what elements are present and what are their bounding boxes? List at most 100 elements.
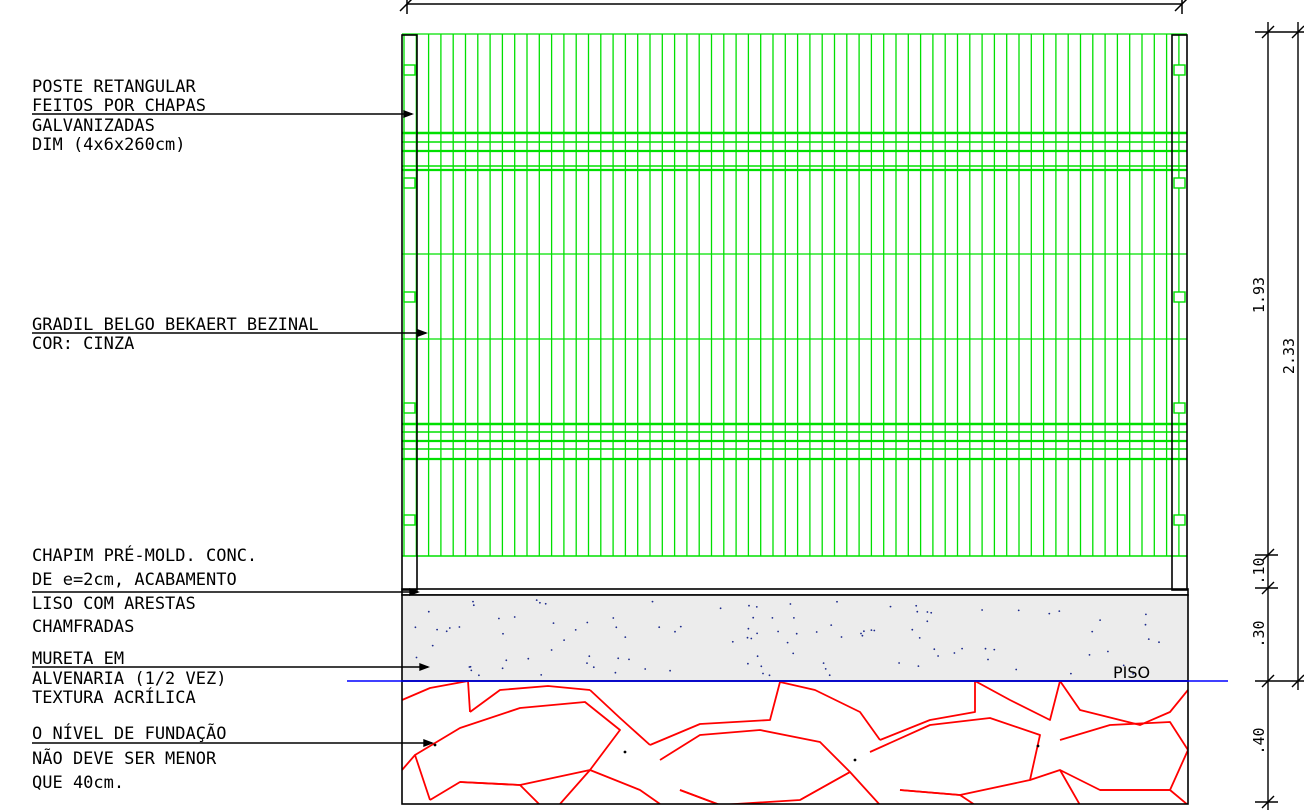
foundation-stone bbox=[899, 789, 976, 804]
post-clip bbox=[1173, 177, 1186, 189]
texture-dot bbox=[502, 632, 504, 635]
foundation-dot bbox=[433, 743, 437, 747]
chapim-line-2: DE e=2cm, ACABAMENTO bbox=[32, 570, 237, 590]
foundation-dot bbox=[623, 750, 627, 754]
texture-dot bbox=[768, 674, 771, 677]
foundation-stone bbox=[799, 771, 881, 804]
texture-dot bbox=[987, 658, 989, 661]
texture-dot bbox=[1088, 654, 1091, 656]
texture-dot bbox=[786, 641, 789, 644]
poste-line-2: FEITOS POR CHAPAS bbox=[32, 96, 206, 116]
texture-dot bbox=[427, 610, 430, 613]
texture-dot bbox=[777, 630, 779, 633]
texture-dot bbox=[535, 599, 538, 601]
texture-dot bbox=[614, 671, 617, 674]
dim-mureta: .30 bbox=[1250, 620, 1268, 647]
foundation-stone bbox=[1029, 769, 1081, 804]
foundation-stone bbox=[659, 729, 851, 804]
texture-dot bbox=[498, 617, 500, 620]
texture-dot bbox=[414, 626, 417, 629]
texture-dot bbox=[501, 667, 504, 670]
texture-dot bbox=[861, 634, 864, 637]
texture-dot bbox=[926, 611, 929, 613]
mureta-line-3: TEXTURA ACRÍLICA bbox=[32, 686, 196, 708]
texture-dot bbox=[926, 620, 929, 623]
post-clip bbox=[1173, 291, 1186, 303]
texture-dot bbox=[563, 639, 565, 641]
texture-dot bbox=[915, 604, 918, 607]
annotation-chapim: CHAPIM PRÉ-MOLD. CONC. DE e=2cm, ACABAME… bbox=[32, 544, 257, 637]
chapim-line-1: CHAPIM PRÉ-MOLD. CONC. bbox=[32, 544, 257, 566]
texture-dot bbox=[1132, 672, 1134, 675]
texture-dot bbox=[658, 626, 661, 629]
texture-dot bbox=[863, 630, 865, 633]
texture-dot bbox=[792, 652, 795, 655]
texture-dot bbox=[472, 600, 474, 603]
texture-dot bbox=[719, 607, 722, 610]
texture-dot bbox=[674, 630, 676, 633]
texture-dot bbox=[771, 617, 774, 619]
texture-dot bbox=[898, 662, 900, 664]
texture-dot bbox=[752, 616, 755, 619]
foundation-stone bbox=[779, 681, 881, 741]
texture-dot bbox=[828, 674, 831, 677]
texture-dot bbox=[911, 628, 914, 631]
post-clip bbox=[403, 291, 416, 303]
texture-dot bbox=[756, 632, 758, 635]
foundation-stone bbox=[1059, 681, 1188, 726]
texture-dot bbox=[953, 652, 956, 654]
texture-dot bbox=[651, 600, 654, 603]
annotation-gradil: GRADIL BELGO BEKAERT BEZINAL COR: CINZA bbox=[32, 315, 319, 354]
poste-line-1: POSTE RETANGULAR bbox=[32, 77, 197, 97]
texture-dot bbox=[431, 644, 434, 647]
texture-dot bbox=[615, 626, 618, 629]
texture-dot bbox=[1158, 641, 1160, 644]
chapim-line-3: LISO COM ARESTAS bbox=[32, 594, 196, 614]
texture-dot bbox=[981, 609, 983, 611]
mureta-line-1: MURETA EM bbox=[32, 649, 124, 669]
texture-dot bbox=[795, 632, 798, 635]
gradil-line-2: COR: CINZA bbox=[32, 334, 134, 354]
mureta-line-2: ALVENARIA (1/2 VEZ) bbox=[32, 669, 226, 689]
texture-dot bbox=[836, 600, 838, 603]
texture-dot bbox=[1015, 668, 1018, 671]
fundacao-line-3: QUE 40cm. bbox=[32, 773, 124, 793]
fundacao-line-1: O NÍVEL DE FUNDAÇÃO bbox=[32, 722, 226, 744]
texture-dot bbox=[1122, 664, 1125, 667]
texture-dot bbox=[1070, 672, 1072, 675]
foundation-dot bbox=[853, 758, 857, 762]
texture-dot bbox=[1048, 612, 1051, 615]
foundation-stone bbox=[402, 754, 431, 801]
texture-dot bbox=[870, 629, 873, 631]
texture-dot bbox=[592, 666, 595, 669]
post-clip bbox=[1173, 514, 1186, 526]
texture-dot bbox=[830, 624, 833, 626]
texture-dot bbox=[889, 605, 892, 608]
foundation-stone bbox=[869, 717, 1041, 796]
texture-dot bbox=[789, 603, 792, 605]
texture-dot bbox=[505, 659, 508, 662]
texture-dot bbox=[762, 672, 764, 675]
chapim-coping bbox=[401, 588, 1189, 596]
texture-dot bbox=[731, 640, 734, 643]
texture-dot bbox=[478, 674, 480, 677]
texture-dot bbox=[747, 627, 750, 630]
texture-dot bbox=[624, 636, 627, 638]
post-clip bbox=[403, 514, 416, 526]
poste-line-3: GALVANIZADAS bbox=[32, 116, 155, 136]
post-clip bbox=[403, 177, 416, 189]
texture-dot bbox=[873, 629, 876, 632]
texture-dot bbox=[1144, 623, 1147, 626]
texture-dot bbox=[918, 637, 921, 639]
texture-dot bbox=[644, 668, 647, 670]
texture-dot bbox=[468, 666, 471, 668]
texture-dot bbox=[937, 655, 939, 657]
texture-dot bbox=[617, 657, 620, 660]
foundation-stone bbox=[469, 685, 591, 713]
texture-dot bbox=[513, 616, 516, 618]
fundacao-line-2: NÃO DEVE SER MENOR bbox=[32, 747, 217, 769]
texture-dot bbox=[539, 601, 541, 604]
texture-dot bbox=[961, 647, 963, 650]
texture-dot bbox=[470, 669, 473, 672]
